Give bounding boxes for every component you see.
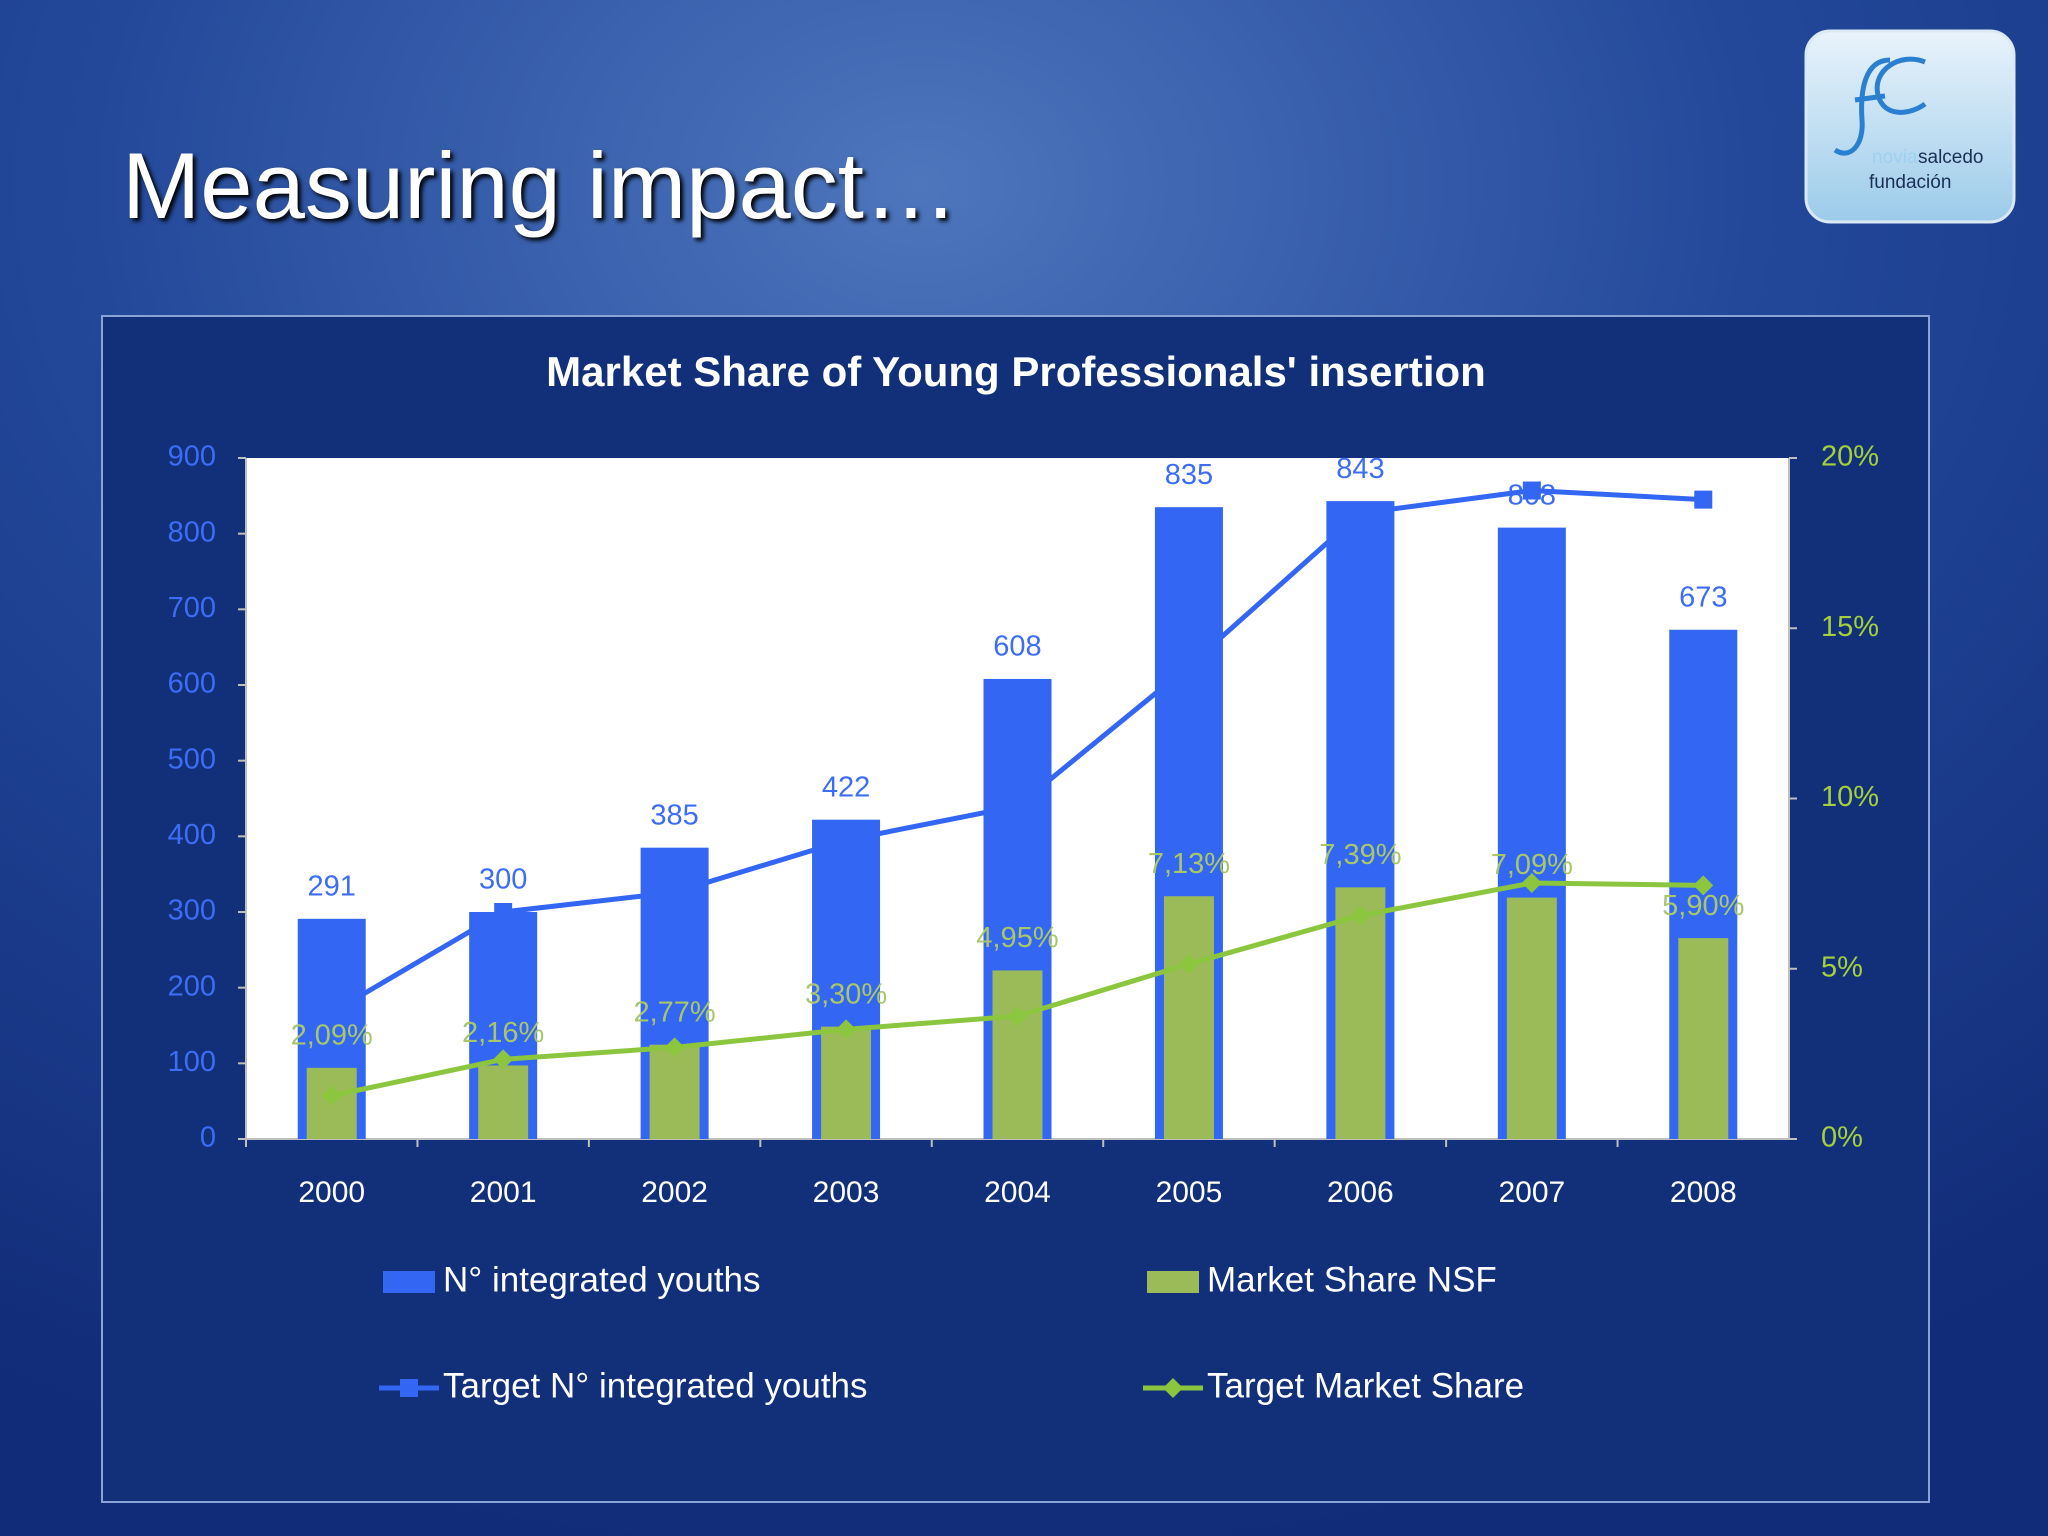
y-tick-label: 500 <box>168 743 216 775</box>
y-tick-label: 800 <box>168 516 216 548</box>
data-label: 422 <box>822 771 870 803</box>
data-label: 7,39% <box>1319 839 1401 871</box>
marker <box>1350 905 1371 926</box>
data-label: 3,30% <box>805 978 887 1010</box>
legend-label: Market Share NSF <box>1207 1260 1497 1299</box>
y2-tick-label: 0% <box>1821 1122 1863 1154</box>
logo-c <box>1874 56 1927 115</box>
marker <box>1008 797 1027 816</box>
marker <box>1521 872 1542 893</box>
slide-title: Measuring impact… <box>122 133 958 238</box>
data-label: 2,16% <box>462 1017 544 1049</box>
data-label: 2,09% <box>291 1019 373 1051</box>
marker <box>1179 657 1198 676</box>
marker <box>321 1085 342 1106</box>
x-tick-label: 2000 <box>298 1176 365 1209</box>
x-tick-label: 2001 <box>470 1176 537 1209</box>
bar <box>1163 896 1214 1139</box>
bar <box>821 1026 872 1139</box>
legend-swatch <box>1147 1271 1199 1293</box>
data-label: 673 <box>1679 581 1727 613</box>
logo-name: salcedo <box>1918 147 1984 168</box>
bar <box>992 970 1043 1139</box>
logo: novia salcedo fundación <box>1804 29 2016 224</box>
data-label: 4,95% <box>976 922 1058 954</box>
marker <box>494 903 513 921</box>
y2-tick-label: 5% <box>1821 951 1863 983</box>
data-label: 385 <box>650 799 698 831</box>
logo-prefix: novia <box>1872 147 1918 168</box>
x-tick-label: 2003 <box>813 1176 880 1209</box>
y-tick-label: 700 <box>168 592 216 624</box>
data-label: 835 <box>1165 459 1213 491</box>
bar <box>1678 938 1729 1139</box>
legend-marker <box>1163 1378 1183 1398</box>
chart-title: Market Share of Young Professionals' ins… <box>546 348 1486 395</box>
marker <box>1694 490 1713 509</box>
data-label: 2,77% <box>633 996 715 1028</box>
x-tick-label: 2002 <box>641 1176 708 1209</box>
data-label: 7,13% <box>1148 848 1230 880</box>
logo-subtitle: fundación <box>1869 172 1951 193</box>
marker <box>837 831 856 850</box>
x-tick-label: 2008 <box>1670 1176 1737 1209</box>
marker <box>322 1003 341 1022</box>
x-tick-label: 2006 <box>1327 1176 1394 1209</box>
bar <box>1335 887 1386 1139</box>
legend-swatch <box>383 1271 435 1293</box>
y-tick-label: 900 <box>168 441 216 473</box>
legend-label: Target Market Share <box>1207 1366 1524 1405</box>
data-label: 843 <box>1336 453 1384 485</box>
x-tick-label: 2007 <box>1498 1176 1565 1209</box>
marker <box>493 1049 514 1070</box>
y-tick-label: 300 <box>168 895 216 927</box>
marker <box>1693 875 1714 896</box>
y-tick-label: 600 <box>168 668 216 700</box>
y2-tick-label: 20% <box>1821 441 1879 473</box>
x-tick-label: 2004 <box>984 1176 1051 1209</box>
data-label: 291 <box>308 870 356 902</box>
marker <box>1351 504 1370 523</box>
marker <box>664 1037 685 1058</box>
marker <box>1522 481 1541 500</box>
data-label: 300 <box>479 864 527 896</box>
y-tick-label: 200 <box>168 970 216 1002</box>
marker <box>836 1019 857 1040</box>
data-label: 608 <box>993 631 1041 663</box>
marker <box>665 883 684 902</box>
marker <box>1178 953 1199 974</box>
bar <box>649 1044 700 1139</box>
x-tick-label: 2005 <box>1156 1176 1223 1209</box>
y2-tick-label: 15% <box>1821 611 1879 643</box>
y-tick-label: 100 <box>168 1046 216 1078</box>
bar <box>478 1065 529 1139</box>
legend-label: Target N° integrated youths <box>443 1366 868 1405</box>
bar <box>1506 897 1557 1139</box>
y2-tick-label: 10% <box>1821 781 1879 813</box>
y-tick-label: 400 <box>168 819 216 851</box>
legend-label: N° integrated youths <box>443 1260 761 1299</box>
logo-box <box>1804 29 2016 224</box>
y-tick-label: 0 <box>200 1122 216 1154</box>
marker <box>1007 1006 1028 1027</box>
legend-marker <box>400 1379 418 1397</box>
